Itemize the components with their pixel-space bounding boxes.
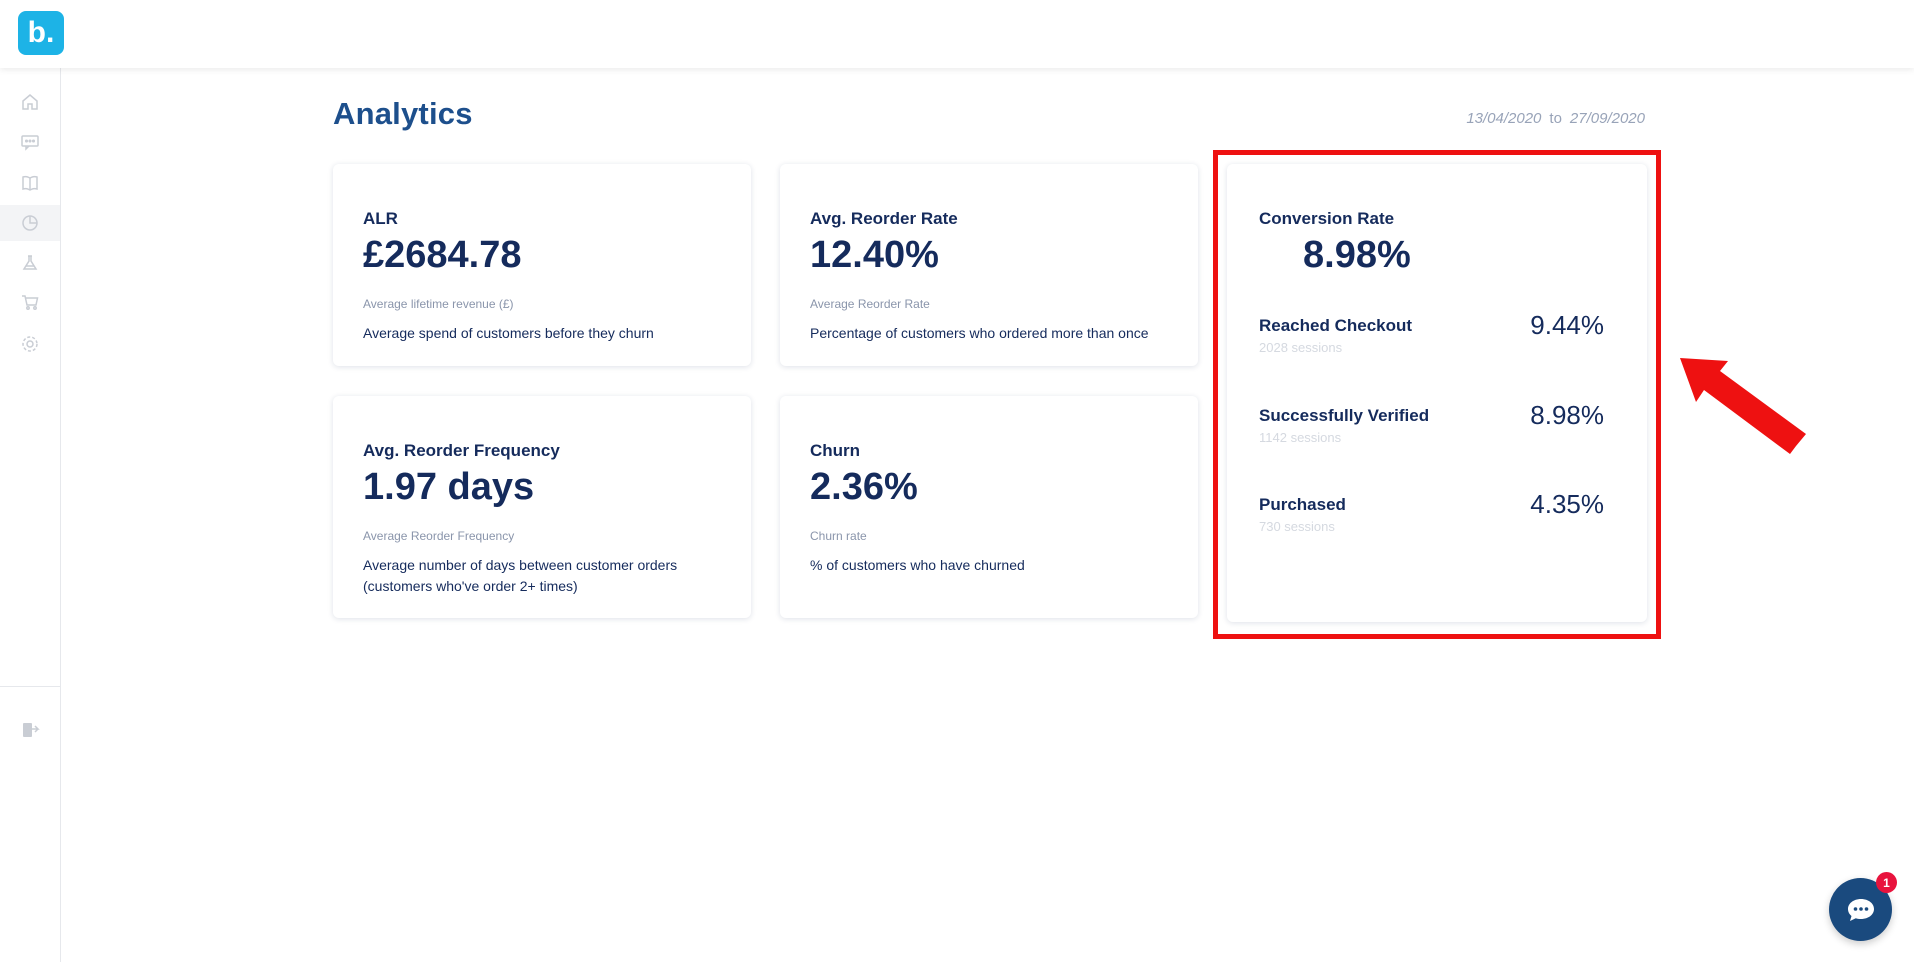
sidebar-divider	[0, 686, 60, 687]
analytics-pie-icon	[22, 215, 38, 231]
chat-bubble-icon	[1847, 898, 1874, 921]
gear-icon	[22, 336, 38, 352]
sidebar-item-library[interactable]	[0, 165, 60, 201]
row-sessions: 2028 sessions	[1259, 340, 1343, 355]
card-title: ALR	[363, 209, 398, 228]
row-label: Reached Checkout	[1259, 316, 1413, 335]
card-value: 1.97 days	[363, 466, 535, 508]
logo-text: b.	[27, 16, 55, 49]
card-title: Conversion Rate	[1259, 209, 1395, 228]
logout-icon	[23, 723, 40, 737]
card-subtitle: Average lifetime revenue (£)	[363, 297, 514, 311]
card-description: Average number of days between customer …	[363, 557, 678, 594]
card-value: 12.40%	[810, 234, 939, 276]
reorder-rate-card: Avg. Reorder Rate 12.40% Average Reorder…	[780, 164, 1198, 366]
brand-logo[interactable]: b.	[18, 11, 64, 55]
row-label: Successfully Verified	[1259, 406, 1430, 425]
sidebar-item-logout[interactable]	[0, 712, 60, 748]
row-percent: 8.98%	[1530, 400, 1604, 430]
reorder-frequency-card: Avg. Reorder Frequency 1.97 days Average…	[333, 396, 751, 618]
conversion-row: Reached Checkout 2028 sessions 9.44%	[1259, 310, 1604, 360]
alr-card: ALR £2684.78 Average lifetime revenue (£…	[333, 164, 751, 366]
home-icon	[22, 94, 38, 110]
book-icon	[22, 175, 38, 191]
card-title: Avg. Reorder Rate	[810, 209, 958, 228]
page-title: Analytics	[333, 96, 473, 131]
row-sessions: 1142 sessions	[1259, 430, 1342, 445]
card-value: 8.98%	[1303, 234, 1411, 276]
card-title: Churn	[810, 441, 861, 460]
churn-card: Churn 2.36% Churn rate % of customers wh…	[780, 396, 1198, 618]
annotation-arrow-icon	[1680, 358, 1806, 454]
sidebar-item-settings[interactable]	[0, 326, 60, 362]
date-from[interactable]: 13/04/2020	[1466, 110, 1542, 127]
sidebar-item-messages[interactable]	[0, 124, 60, 160]
card-value: £2684.78	[363, 234, 522, 276]
card-title: Avg. Reorder Frequency	[363, 441, 560, 460]
conversion-row: Purchased 730 sessions 4.35%	[1259, 489, 1604, 539]
flask-icon	[22, 255, 38, 270]
date-to-label: to	[1549, 110, 1562, 127]
card-description: % of customers who have churned	[810, 557, 1025, 573]
date-range[interactable]: 13/04/2020 to 27/09/2020	[1420, 110, 1645, 127]
highlight-box	[1213, 150, 1661, 639]
notification-badge: 1	[1876, 872, 1897, 893]
cart-icon	[22, 295, 39, 310]
card-subtitle: Average Reorder Frequency	[363, 529, 515, 543]
date-to[interactable]: 27/09/2020	[1569, 110, 1645, 127]
card-description: Average spend of customers before they c…	[363, 325, 654, 341]
card-subtitle: Average Reorder Rate	[810, 297, 930, 311]
conversion-rate-card: Conversion Rate 8.98% Reached Checkout 2…	[1227, 164, 1647, 622]
top-bar: b.	[0, 0, 1914, 68]
row-percent: 4.35%	[1530, 489, 1604, 519]
sidebar-item-home[interactable]	[0, 84, 60, 120]
card-subtitle: Churn rate	[810, 529, 867, 543]
sidebar-item-analytics[interactable]	[0, 205, 60, 241]
row-sessions: 730 sessions	[1259, 519, 1335, 534]
sidebar-item-experiments[interactable]	[0, 245, 60, 281]
sidebar-item-cart[interactable]	[0, 284, 60, 320]
conversion-row: Successfully Verified 1142 sessions 8.98…	[1259, 400, 1604, 450]
card-value: 2.36%	[810, 466, 918, 508]
row-label: Purchased	[1259, 495, 1346, 514]
sidebar	[0, 68, 61, 962]
message-icon	[21, 135, 39, 151]
row-percent: 9.44%	[1530, 310, 1604, 340]
card-description: Percentage of customers who ordered more…	[810, 325, 1149, 341]
